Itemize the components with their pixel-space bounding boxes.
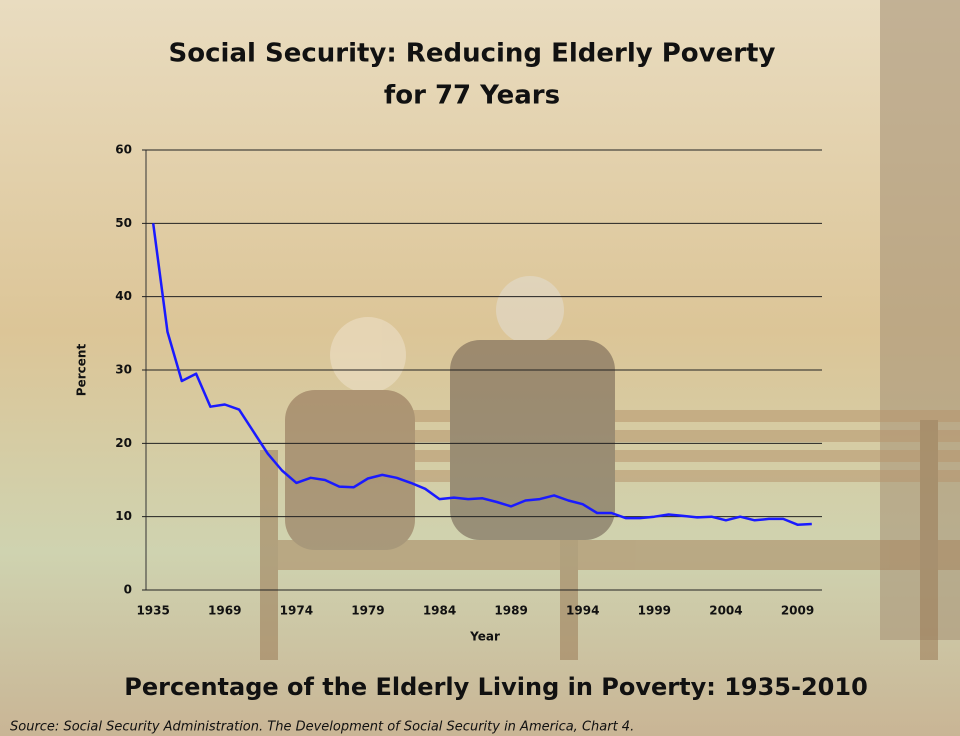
source-note: Source: Social Security Administration. … <box>10 720 634 735</box>
x-tick-label: 2009 <box>781 604 814 618</box>
subtitle: Percentage of the Elderly Living in Pove… <box>124 673 868 701</box>
y-tick-label: 10 <box>115 509 132 523</box>
y-tick-label: 30 <box>115 363 132 377</box>
chart-title: Social Security: Reducing Elderly Povert… <box>169 39 776 69</box>
y-tick-label: 40 <box>115 289 132 303</box>
x-tick-label: 1994 <box>566 604 599 618</box>
chart-title: for 77 Years <box>384 81 560 111</box>
data-line <box>151 223 812 526</box>
y-tick-label: 60 <box>115 143 132 157</box>
y-tick-label: 20 <box>115 436 132 450</box>
x-tick-label: 1984 <box>423 604 456 618</box>
x-axis-label: Year <box>469 630 500 644</box>
y-axis-label: Percent <box>75 344 89 397</box>
x-tick-label: 2004 <box>709 604 742 618</box>
x-tick-label: 1979 <box>351 604 384 618</box>
x-tick-label: 1999 <box>638 604 671 618</box>
bench <box>260 276 960 660</box>
x-tick-label: 1969 <box>208 604 241 618</box>
x-tick-label: 1989 <box>494 604 527 618</box>
x-tick-label: 1974 <box>280 604 313 618</box>
x-tick-label: 1935 <box>136 604 169 618</box>
y-tick-label: 50 <box>115 216 132 230</box>
y-tick-label: 0 <box>124 583 132 597</box>
